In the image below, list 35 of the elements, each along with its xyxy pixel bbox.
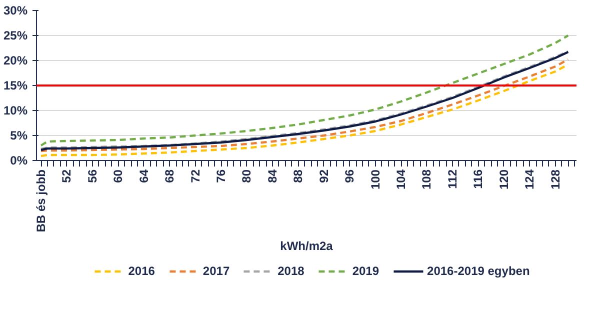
y-tick-label: 10% (3, 104, 28, 118)
x-tick-label: 96 (342, 169, 357, 183)
x-tick-label: 84 (265, 169, 280, 183)
x-tick-label: 80 (240, 169, 254, 183)
x-tick-label: 56 (85, 169, 100, 183)
x-tick-label: 76 (214, 169, 228, 183)
x-tick-label: 60 (111, 169, 126, 183)
x-tick-label: 108 (420, 169, 434, 190)
x-tick-label: 100 (368, 169, 382, 190)
y-tick-label: 15% (3, 78, 28, 92)
x-tick-label: BB és jobb (34, 170, 48, 232)
legend-label: 2018 (278, 264, 304, 278)
x-tick-label: 64 (136, 169, 151, 183)
x-tick-label: 92 (316, 169, 331, 183)
y-tick-label: 20% (3, 54, 28, 68)
y-tick-label: 30% (3, 4, 28, 18)
x-tick-label: 120 (496, 169, 511, 190)
x-tick-label: 68 (162, 169, 177, 183)
legend-label: 2019 (352, 264, 380, 278)
x-tick-label: 124 (522, 169, 537, 190)
legend-label: 2017 (202, 264, 230, 278)
x-tick-label: 72 (188, 169, 202, 183)
x-axis-title: kWh/m2a (280, 239, 334, 254)
x-tick-label: 128 (548, 169, 562, 190)
x-tick-label: 52 (60, 169, 74, 183)
y-tick-label: 5% (10, 128, 28, 142)
x-tick-label: 88 (291, 169, 306, 183)
y-tick-label: 25% (3, 28, 28, 42)
x-tick-label: 116 (471, 169, 486, 189)
x-tick-label: 104 (394, 169, 408, 190)
legend-label: 2016-2019 egyben (427, 264, 530, 278)
x-tick-label: 112 (445, 169, 460, 189)
y-tick-label: 0% (10, 154, 28, 168)
legend-label: 2016 (128, 264, 155, 278)
line-series (40, 34, 570, 147)
